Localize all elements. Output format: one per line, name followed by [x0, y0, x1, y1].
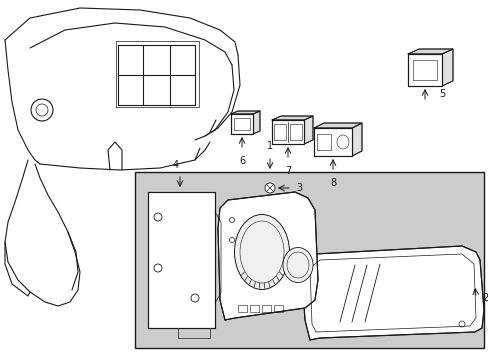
Text: 1: 1	[266, 141, 272, 151]
Text: 3: 3	[295, 183, 302, 193]
Polygon shape	[407, 54, 441, 86]
Bar	[135, 172, 483, 348]
Bar	[262, 305, 270, 312]
Bar	[249, 305, 259, 312]
Polygon shape	[271, 116, 312, 120]
Polygon shape	[148, 192, 215, 328]
Bar	[273, 305, 283, 312]
Text: 2: 2	[481, 293, 487, 303]
Polygon shape	[351, 123, 361, 156]
Polygon shape	[313, 123, 361, 128]
Text: 7: 7	[285, 166, 290, 176]
Ellipse shape	[234, 215, 289, 289]
Ellipse shape	[264, 183, 274, 193]
Ellipse shape	[283, 248, 312, 283]
Polygon shape	[313, 128, 351, 156]
Text: 5: 5	[438, 89, 445, 99]
Polygon shape	[230, 114, 252, 134]
Polygon shape	[252, 111, 260, 134]
Polygon shape	[218, 192, 317, 320]
Polygon shape	[304, 116, 312, 144]
Text: 4: 4	[173, 160, 179, 170]
Text: 6: 6	[239, 156, 244, 166]
Polygon shape	[302, 246, 483, 340]
Polygon shape	[407, 49, 452, 54]
Polygon shape	[441, 49, 452, 86]
Text: 8: 8	[329, 178, 335, 188]
Polygon shape	[230, 111, 260, 114]
Polygon shape	[271, 120, 304, 144]
Bar	[238, 305, 246, 312]
